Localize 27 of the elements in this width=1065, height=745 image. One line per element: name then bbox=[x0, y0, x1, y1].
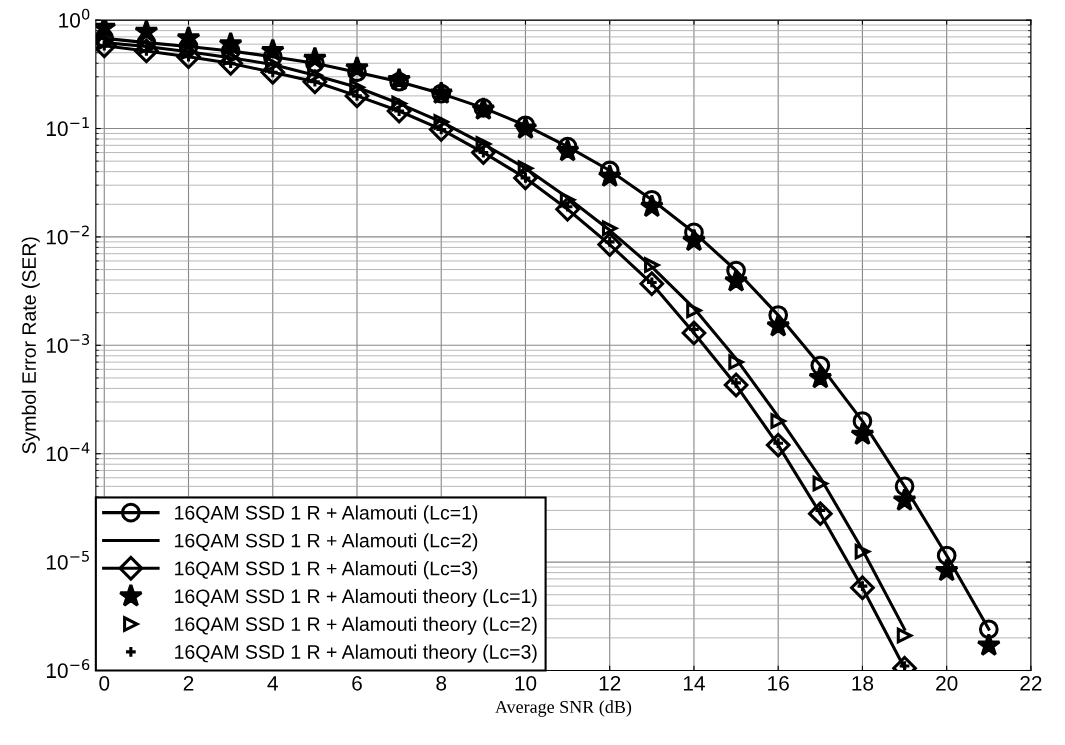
legend-label: 16QAM SSD 1 R + Alamouti (Lc=3) bbox=[175, 561, 478, 580]
x-tick-label: 20 bbox=[936, 675, 958, 691]
x-tick-label: 10 bbox=[515, 675, 537, 691]
legend-label: 16QAM SSD 1 R + Alamouti theory (Lc=3) bbox=[175, 644, 537, 663]
y-tick-label: 10$^{0}$ bbox=[59, 8, 90, 28]
x-tick-label: 16 bbox=[768, 675, 789, 691]
legend-label: 16QAM SSD 1 R + Alamouti theory (Lc=2) bbox=[175, 616, 537, 635]
legend-label: 16QAM SSD 1 R + Alamouti theory (Lc=1) bbox=[175, 588, 537, 608]
y-tick-label: 10$^{−5}$ bbox=[46, 550, 89, 570]
x-tick-label: 8 bbox=[436, 675, 447, 691]
x-axis-title: Average SNR (dB) bbox=[495, 700, 632, 717]
y-tick-label: 10$^{−4}$ bbox=[46, 442, 90, 462]
y-axis-title: Symbol Error Rate (SER) bbox=[21, 237, 40, 454]
legend-label: 16QAM SSD 1 R + Alamouti (Lc=2) bbox=[175, 533, 478, 552]
y-tick-label: 10$^{−6}$ bbox=[46, 659, 90, 679]
x-tick-label: 12 bbox=[599, 675, 621, 691]
x-tick-label: 2 bbox=[183, 675, 194, 691]
x-tick-label: 0 bbox=[99, 675, 110, 691]
x-tick-label: 6 bbox=[352, 675, 362, 691]
x-tick-label: 4 bbox=[267, 676, 278, 691]
x-tick-label: 22 bbox=[1020, 675, 1042, 691]
x-tick-label: 18 bbox=[852, 675, 874, 691]
x-tick-label: 14 bbox=[683, 676, 705, 691]
legend-label: 16QAM SSD 1 R + Alamouti (Lc=1) bbox=[175, 505, 478, 524]
y-tick-label: 10$^{−1}$ bbox=[46, 117, 89, 137]
y-tick-label: 10$^{−2}$ bbox=[46, 225, 89, 245]
y-tick-label: 10$^{−3}$ bbox=[46, 333, 90, 353]
